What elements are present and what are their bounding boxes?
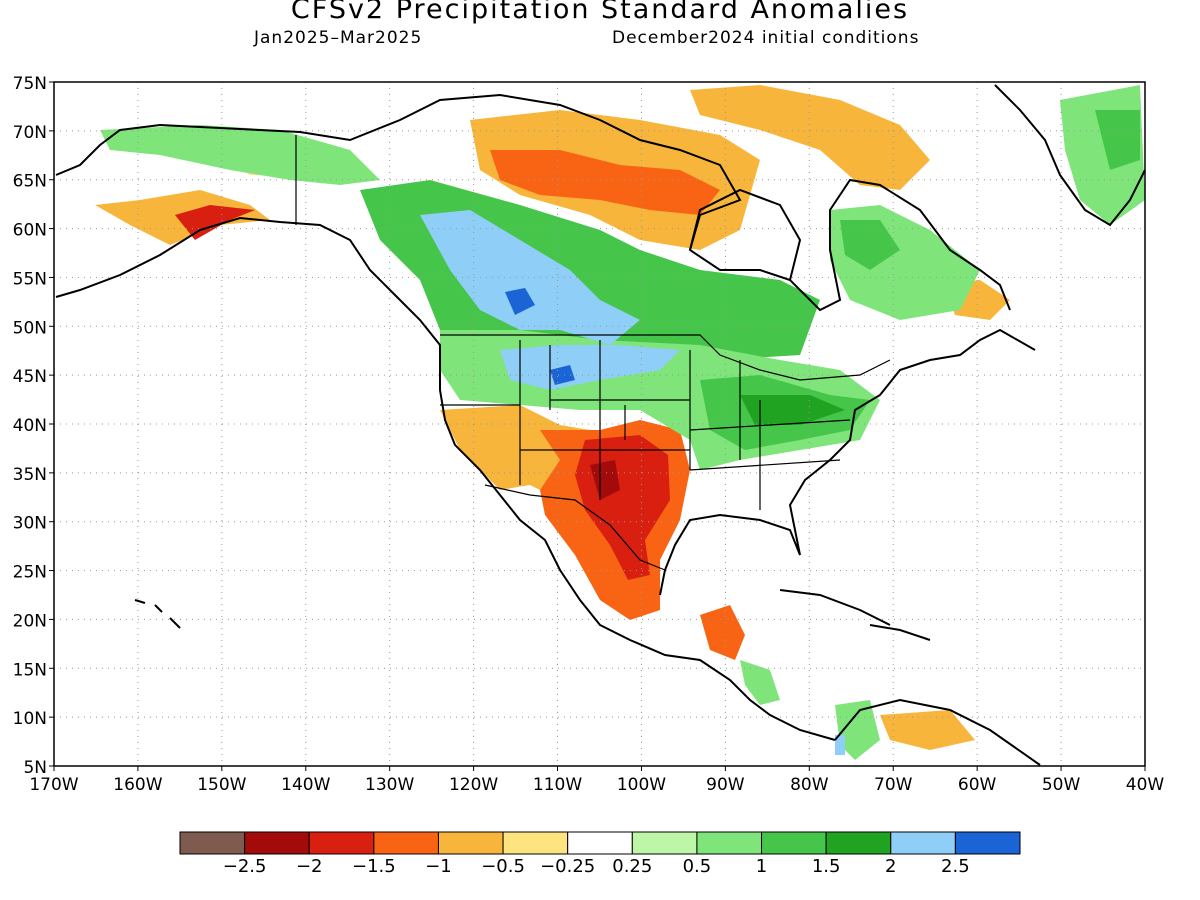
lon-tick-label: 100W: [617, 775, 666, 795]
political-borders: [295, 135, 891, 571]
coastlines-and-borders: [55, 84, 1145, 766]
lon-tick-label: 70W: [874, 775, 913, 795]
lon-tick-label: 50W: [1042, 775, 1081, 795]
colorbar-swatch: [179, 831, 246, 855]
axis-ticks: 75N 70N 65N 60N 55N 50N 45N 40N 35N 30N 25N 20N 15N 1…: [13, 74, 1165, 795]
lat-tick-label: 20N: [13, 611, 47, 631]
lat-tick-label: 30N: [13, 514, 47, 534]
colorbar-swatch: [567, 831, 633, 855]
hudson-bay-outline: [689, 188, 802, 281]
us-canada-border: [440, 334, 891, 381]
lon-tick-label: 140W: [281, 775, 330, 795]
lat-tick-label: 65N: [13, 172, 47, 192]
colorbar-label: 1: [755, 856, 768, 877]
north-america-coastline: [55, 93, 1036, 741]
anomaly-region-panhandle-max: [590, 460, 620, 500]
anomaly-region-quebec-core: [840, 220, 900, 270]
colorbar-label: 1.5: [811, 856, 841, 877]
lon-tick-label: 60W: [958, 775, 997, 795]
us-state-grid: [440, 340, 851, 510]
colorbar-swatch: [502, 831, 569, 855]
anomaly-shading: [95, 85, 1145, 760]
anomaly-region-alaska-coast-red: [175, 205, 255, 240]
colorbar-label: −1: [425, 856, 452, 877]
lon-tick-label: 150W: [197, 775, 246, 795]
lat-tick-label: 40N: [13, 416, 47, 436]
colorbar-swatch: [890, 831, 956, 855]
graticule: [54, 82, 1145, 766]
lat-tick-label: 70N: [13, 123, 47, 143]
anomaly-region-montana-core-blue: [550, 365, 575, 385]
initial-conditions: December2024 initial conditions: [612, 28, 920, 48]
colorbar-label: 2: [885, 856, 897, 877]
anomaly-region-alberta-core-blue: [505, 288, 535, 315]
forecast-period: Jan2025–Mar2025: [254, 28, 423, 48]
colorbar-swatch: [308, 831, 375, 855]
lat-tick-label: 45N: [13, 367, 47, 387]
lon-tick-label: 110W: [533, 775, 582, 795]
lon-tick-label: 90W: [706, 775, 745, 795]
cuba-outline: [779, 589, 891, 626]
lon-tick-label: 40W: [1126, 775, 1165, 795]
anomaly-region-alberta-blue: [420, 210, 640, 345]
colorbar-swatch: [696, 831, 763, 855]
lon-tick-label: 80W: [790, 775, 829, 795]
lat-tick-label: 60N: [13, 221, 47, 241]
anomaly-region-venezuela-dry: [880, 710, 975, 750]
colorbar-swatch: [631, 831, 698, 855]
anomaly-region-alaska-north-wet: [100, 125, 380, 185]
anomaly-region-colombia-blue: [835, 735, 845, 755]
anomaly-region-central-america-wet: [740, 660, 780, 705]
lat-tick-label: 50N: [13, 318, 47, 338]
anomaly-region-colombia-wet: [835, 700, 880, 760]
colorbar-swatch: [761, 831, 827, 855]
map-title: CFSv2 Precipitation Standard Anomalies: [290, 0, 910, 25]
colorbar-label: 0.25: [612, 856, 653, 877]
lat-tick-label: 75N: [13, 74, 47, 94]
lon-tick-label: 120W: [449, 775, 498, 795]
lon-tick-label: 160W: [113, 775, 162, 795]
colorbar-swatch: [437, 831, 504, 855]
colorbar-swatch: [825, 831, 892, 855]
anomaly-region-great-lakes-wet: [740, 395, 845, 425]
colorbar-swatch: [244, 831, 310, 855]
anomaly-region-yucatan: [700, 605, 745, 660]
colorbar-label: −1.5: [351, 856, 396, 877]
colorbar-label: −0.5: [481, 856, 525, 877]
colorbar: [179, 831, 1021, 855]
colorbar-label: −2.5: [222, 856, 267, 877]
hispaniola-outline: [869, 624, 931, 641]
lat-tick-label: 10N: [13, 709, 47, 729]
colorbar-label: −2: [295, 856, 323, 877]
south-america-coastline: [834, 698, 1041, 766]
anomaly-region-arctic-islands-dry: [690, 85, 930, 190]
anomaly-region-nw-territories-red: [490, 150, 720, 215]
colorbar-label: 0.5: [682, 856, 712, 877]
hawaii-islands: [134, 599, 181, 629]
lat-tick-label: 55N: [13, 269, 47, 289]
us-mexico-border: [484, 484, 666, 571]
colorbar-swatch: [954, 831, 1021, 855]
colorbar-labels: −2.5 −2 −1.5 −1 −0.5 −0.25 0.25 0.5 1 1.5 2 2.5: [0, 856, 1200, 880]
lat-tick-label: 25N: [13, 563, 47, 583]
greenland-coastline: [994, 84, 1145, 227]
anomaly-region-northern-rockies-blue: [500, 345, 680, 390]
anomaly-region-greenland-core: [1095, 110, 1140, 170]
colorbar-label: 2.5: [941, 856, 970, 877]
lat-tick-label: 15N: [13, 660, 47, 680]
lat-tick-label: 35N: [13, 465, 47, 485]
colorbar-label: −0.25: [540, 856, 596, 877]
lon-tick-label: 170W: [29, 775, 78, 795]
colorbar-swatch: [373, 831, 439, 855]
lat-tick-label: 5N: [23, 758, 47, 778]
lon-tick-label: 130W: [365, 775, 414, 795]
